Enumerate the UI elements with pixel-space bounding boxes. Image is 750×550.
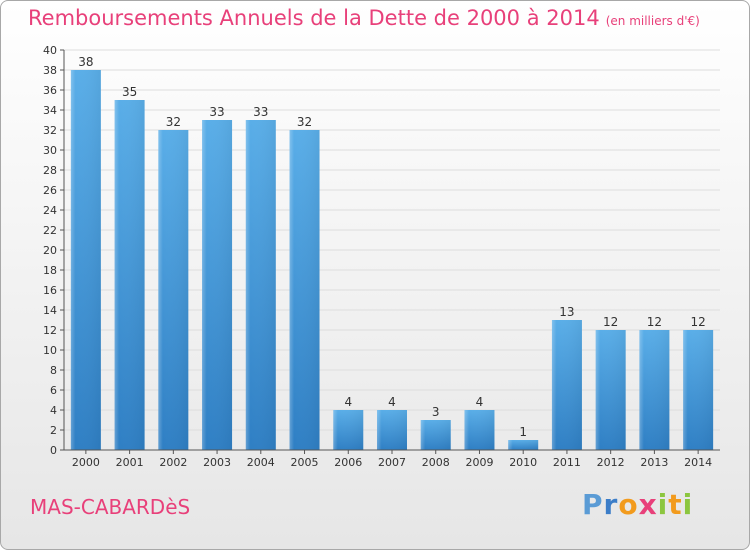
commune-name: MAS-CABARDèS — [30, 495, 191, 519]
logo-letter: i — [657, 488, 669, 521]
bars: 38 35 32 33 33 32 4 4 3 4 1 13 12 12 12 — [70, 55, 714, 450]
bar-shade — [245, 120, 276, 450]
bar-shade — [114, 100, 145, 450]
x-tick-label: 2011 — [553, 456, 581, 469]
x-tick-label: 2014 — [684, 456, 712, 469]
y-tick-label: 18 — [43, 264, 57, 277]
y-tick-label: 32 — [43, 124, 57, 137]
y-tick-label: 30 — [43, 144, 57, 157]
y-tick-label: 8 — [50, 364, 57, 377]
data-label: 32 — [166, 115, 181, 129]
proxiti-logo: Proxiti — [582, 488, 693, 521]
y-tick-label: 36 — [43, 84, 57, 97]
data-label: 3 — [432, 405, 440, 419]
bar-shade — [70, 70, 101, 450]
y-tick-label: 24 — [43, 204, 57, 217]
data-label: 4 — [344, 395, 352, 409]
x-tick-label: 2008 — [422, 456, 450, 469]
x-tick-label: 2000 — [72, 456, 100, 469]
bar-shade — [333, 410, 364, 450]
bar-shade — [377, 410, 407, 450]
x-tick-label: 2012 — [597, 456, 625, 469]
bar-shade — [595, 330, 626, 450]
data-label: 4 — [476, 395, 484, 409]
chart-title: Remboursements Annuels de la Dette de 20… — [28, 6, 700, 30]
data-label: 38 — [78, 55, 93, 69]
y-tick-label: 34 — [43, 104, 57, 117]
data-label: 12 — [690, 315, 705, 329]
x-tick-label: 2002 — [159, 456, 187, 469]
bar-shade — [420, 420, 451, 450]
y-tick-label: 38 — [43, 64, 57, 77]
chart-unit: (en milliers d'€) — [605, 14, 700, 28]
data-label: 4 — [388, 395, 396, 409]
y-tick-label: 0 — [50, 444, 57, 457]
y-tick-label: 28 — [43, 164, 57, 177]
y-tick-label: 16 — [43, 284, 57, 297]
y-tick-label: 20 — [43, 244, 57, 257]
axes: 0246810121416182022242628303234363840200… — [43, 44, 720, 469]
y-tick-label: 22 — [43, 224, 57, 237]
logo-letter: i — [682, 488, 694, 521]
x-tick-label: 2010 — [509, 456, 537, 469]
x-tick-label: 2001 — [116, 456, 144, 469]
y-tick-label: 2 — [50, 424, 57, 437]
bar-shade — [158, 130, 189, 450]
bar-shade — [464, 410, 495, 450]
y-tick-label: 12 — [43, 324, 57, 337]
x-tick-label: 2006 — [334, 456, 362, 469]
data-label: 1 — [519, 425, 527, 439]
y-tick-label: 6 — [50, 384, 57, 397]
y-tick-label: 26 — [43, 184, 57, 197]
x-tick-label: 2009 — [465, 456, 493, 469]
chart-title-text: Remboursements Annuels de la Dette de 20… — [28, 6, 600, 30]
data-label: 12 — [647, 315, 662, 329]
x-tick-label: 2007 — [378, 456, 406, 469]
bar-shade — [551, 320, 582, 450]
y-tick-label: 40 — [43, 44, 57, 57]
logo-letter: x — [638, 488, 658, 521]
y-tick-label: 4 — [50, 404, 57, 417]
x-tick-label: 2013 — [640, 456, 668, 469]
y-tick-label: 14 — [43, 304, 57, 317]
bar-shade — [508, 440, 539, 450]
data-label: 35 — [122, 85, 137, 99]
data-label: 32 — [297, 115, 312, 129]
x-tick-label: 2005 — [291, 456, 319, 469]
data-label: 33 — [253, 105, 268, 119]
bar-shade — [289, 130, 320, 450]
x-tick-label: 2004 — [247, 456, 275, 469]
y-tick-label: 10 — [43, 344, 57, 357]
data-label: 33 — [209, 105, 224, 119]
x-tick-label: 2003 — [203, 456, 231, 469]
logo-letter: o — [618, 488, 639, 521]
bar-shade — [639, 330, 670, 450]
data-label: 12 — [603, 315, 618, 329]
bar-shade — [683, 330, 714, 450]
logo-letter: t — [668, 488, 683, 521]
logo-letter: P — [582, 488, 604, 521]
logo-letter: r — [603, 488, 619, 521]
bar-shade — [202, 120, 233, 450]
data-label: 13 — [559, 305, 574, 319]
